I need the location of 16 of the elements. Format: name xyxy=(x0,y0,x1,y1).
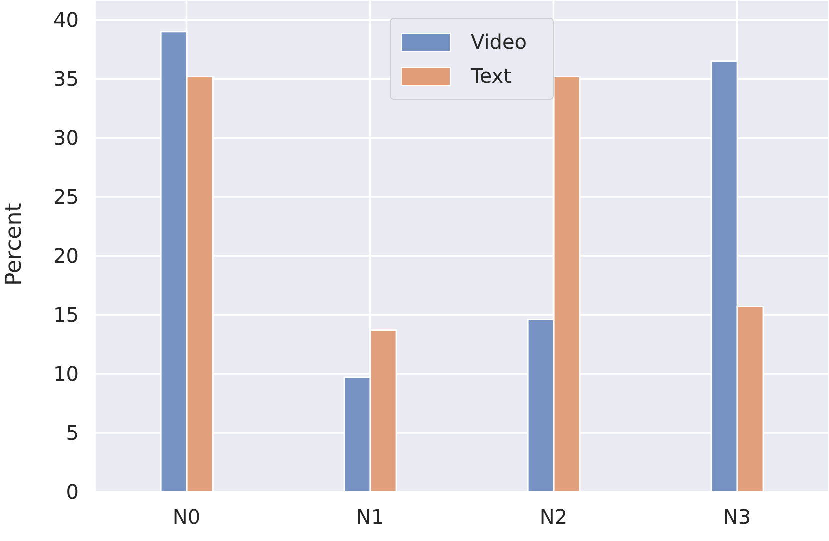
legend-label: Video xyxy=(471,30,528,54)
x-tick-label: N2 xyxy=(540,505,568,530)
x-tick-label: N1 xyxy=(356,505,384,530)
legend-label: Text xyxy=(471,64,512,88)
y-axis-title: Percent xyxy=(2,202,27,286)
y-tick-label: 20 xyxy=(54,244,79,268)
x-tick-label: N3 xyxy=(723,505,752,530)
y-tick-label: 30 xyxy=(54,126,79,150)
y-tick-label: 0 xyxy=(66,480,79,504)
y-tick-label: 5 xyxy=(66,421,79,446)
y-tick-label: 15 xyxy=(54,303,79,328)
y-tick-label: 10 xyxy=(54,362,79,386)
y-tick-label: 25 xyxy=(54,185,79,210)
y-tick-label: 35 xyxy=(54,67,79,92)
y-tick-label: 40 xyxy=(54,8,79,32)
x-tick-label: N0 xyxy=(172,505,201,530)
